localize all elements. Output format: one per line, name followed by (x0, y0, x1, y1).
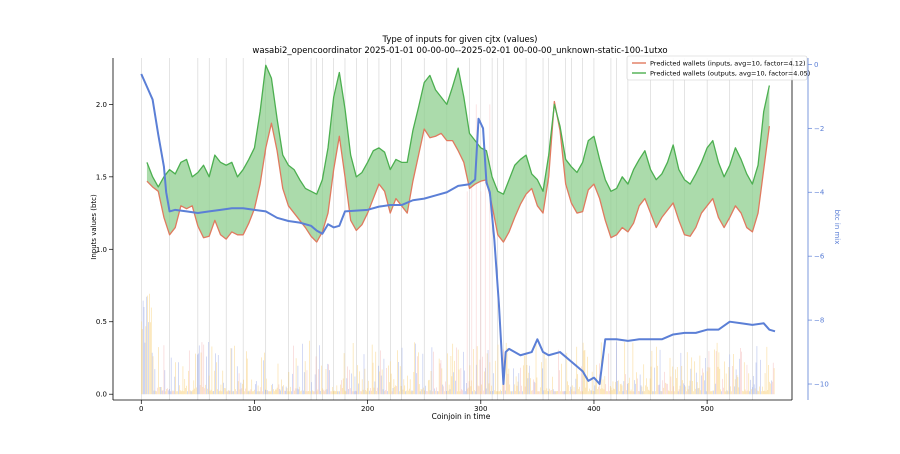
y-tick-label: 2.0 (96, 101, 107, 109)
x-tick-label: 200 (361, 405, 374, 413)
x-tick-label: 300 (474, 405, 487, 413)
fill-between-series (146, 65, 770, 243)
legend-label-inputs: Predicted wallets (inputs, avg=10, facto… (650, 60, 806, 68)
axes: 0 100 200 300 400 500 0.0 0.5 1.0 1.5 2.0 0 −2 −4 −6 −8… (96, 58, 829, 413)
y-tick-label: 0.0 (96, 391, 107, 399)
y2-tick-label: −6 (814, 253, 825, 261)
x-tick-label: 0 (139, 405, 143, 413)
series-line-outputs (146, 64, 771, 195)
y2-tick-label: −8 (814, 317, 824, 325)
y2-axis-label: btc in mix (833, 210, 841, 245)
y2-tick-label: 0 (814, 61, 818, 69)
x-axis-label: Coinjoin in time (432, 412, 491, 421)
input-value-bars (140, 104, 775, 395)
y-tick-label: 1.5 (96, 173, 107, 181)
y-tick-label: 0.5 (96, 318, 107, 326)
series-line-inputs (146, 100, 771, 243)
x-tick-label: 400 (587, 405, 600, 413)
series-lines (140, 64, 776, 386)
y2-tick-label: −4 (814, 189, 825, 197)
x-tick-label: 100 (248, 405, 261, 413)
legend: Predicted wallets (inputs, avg=10, facto… (626, 55, 810, 81)
y2-tick-label: −2 (814, 125, 824, 133)
x-tick-label: 500 (700, 405, 713, 413)
y-axis-label: Inputs values (btc) (90, 194, 98, 260)
y-tick-label: 1.0 (96, 246, 107, 254)
y2-tick-label: −10 (814, 381, 829, 389)
legend-label-outputs: Predicted wallets (outputs, avg=10, fact… (650, 70, 810, 78)
chart-subtitle: wasabi2_opencoordinator 2025-01-01 00-00… (252, 46, 667, 56)
fill-between-area (146, 65, 770, 243)
legend-box (626, 55, 808, 81)
chart-title: Type of inputs for given cjtx (values) (382, 35, 538, 45)
series-line-btc-in-mix (140, 73, 776, 386)
